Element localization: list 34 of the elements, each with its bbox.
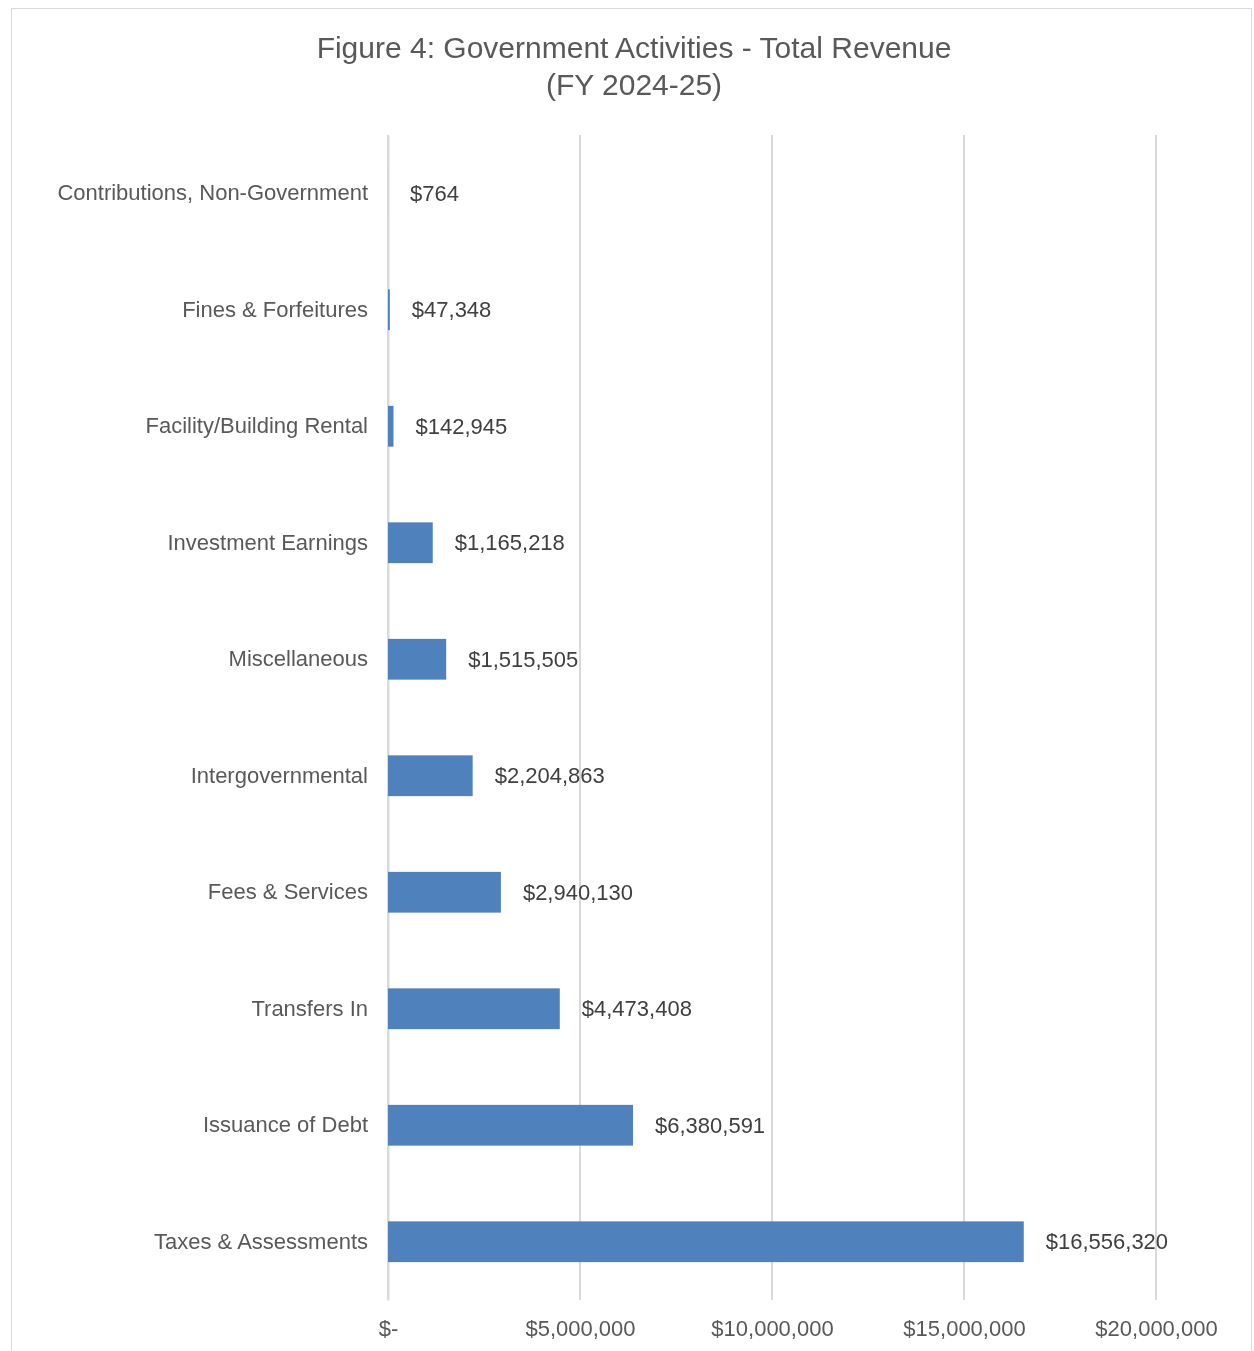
data-label: $4,473,408 <box>581 996 692 1022</box>
bar <box>388 988 560 1030</box>
data-label: $47,348 <box>411 297 492 323</box>
bar <box>388 405 394 447</box>
y-tick-label: Intergovernmental <box>190 762 368 788</box>
x-tick-label: $20,000,000 <box>1095 1315 1218 1341</box>
y-tick-label: Miscellaneous <box>228 646 368 672</box>
y-tick-label: Contributions, Non-Government <box>57 180 368 206</box>
y-tick-label: Taxes & Assessments <box>154 1228 368 1254</box>
data-label: $764 <box>410 180 459 206</box>
bar <box>388 871 501 913</box>
data-label: $1,515,505 <box>468 646 579 672</box>
x-tick-label: $- <box>378 1315 399 1341</box>
bar <box>388 1221 1024 1263</box>
y-tick-label: Facility/Building Rental <box>145 413 368 439</box>
y-tick-label: Fees & Services <box>207 879 368 905</box>
data-label: $2,940,130 <box>522 879 634 905</box>
bar <box>388 638 447 680</box>
bar <box>388 755 473 797</box>
y-tick-label: Issuance of Debt <box>202 1112 368 1138</box>
bar <box>388 1104 634 1146</box>
x-tick-label: $15,000,000 <box>903 1315 1026 1341</box>
data-label: $16,556,320 <box>1045 1229 1169 1255</box>
data-label: $1,165,218 <box>454 530 565 556</box>
x-tick-label: $5,000,000 <box>525 1315 636 1341</box>
chart-title: Figure 4: Government Activities - Total Revenue (FY 2024-25) <box>316 31 952 101</box>
y-tick-label: Fines & Forfeitures <box>182 296 368 322</box>
bar <box>388 522 433 564</box>
y-tick-label: Transfers In <box>251 995 368 1021</box>
x-tick-label: $10,000,000 <box>711 1315 834 1341</box>
data-label: $142,945 <box>415 413 508 439</box>
data-label: $6,380,591 <box>655 1112 766 1138</box>
data-label: $2,204,863 <box>494 763 605 789</box>
y-tick-label: Investment Earnings <box>167 529 368 555</box>
